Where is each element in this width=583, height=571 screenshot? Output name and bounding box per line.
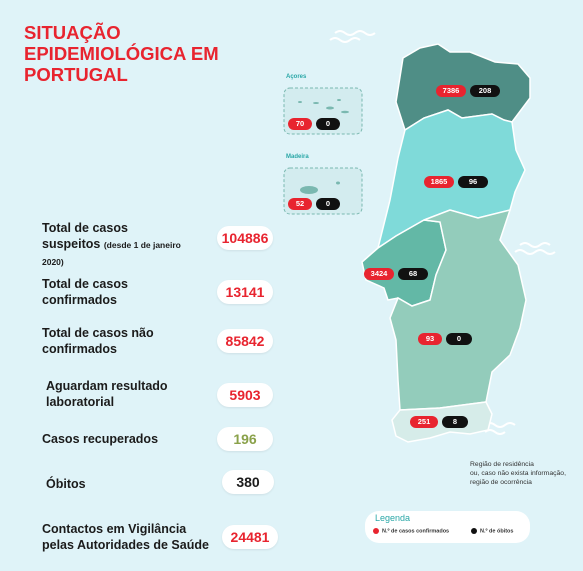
stat-contacts-label: Contactos em Vigilância pelas Autoridade… — [42, 522, 209, 552]
region-note: Região de residência ou, caso não exista… — [470, 461, 566, 486]
stat-recovered-value: 196 — [217, 427, 273, 451]
stat-confirmed-label: Total de casos confirmados — [42, 277, 128, 307]
stat-awaiting-value: 5903 — [217, 383, 273, 407]
stat-deaths-label: Óbitos — [46, 477, 86, 491]
legend-title: Legenda — [375, 513, 411, 523]
island-shapes — [298, 99, 349, 194]
algarve-cases-badge: 251 — [410, 416, 438, 428]
stat-suspected-label: Total de casos suspeitos (desde 1 de jan… — [42, 221, 181, 267]
stat-contacts-value: 24481 — [222, 525, 278, 549]
lvt-cases-badge: 3424 — [364, 268, 394, 280]
norte-cases-badge: 7386 — [436, 85, 466, 97]
madeira-label: Madeira — [286, 154, 309, 160]
acores-deaths-badge: 0 — [316, 118, 340, 130]
centro-deaths-badge: 96 — [458, 176, 488, 188]
black-dot-icon — [471, 528, 477, 534]
centro-cases-badge: 1865 — [424, 176, 454, 188]
madeira-deaths-badge: 0 — [316, 198, 340, 210]
norte-deaths-badge: 208 — [470, 85, 500, 97]
alentejo-cases-badge: 93 — [418, 333, 442, 345]
acores-cases-badge: 70 — [288, 118, 312, 130]
page-title: SITUAÇÃO EPIDEMIOLÓGICA EM PORTUGAL — [24, 22, 219, 85]
legend: Legenda N.º de casos confirmados N.º de … — [365, 511, 530, 543]
stat-confirmed-value: 13141 — [217, 280, 273, 304]
madeira-cases-badge: 52 — [288, 198, 312, 210]
stat-deaths-value: 380 — [222, 470, 274, 494]
acores-label: Açores — [286, 74, 307, 80]
red-dot-icon — [373, 528, 379, 534]
stat-suspected-value: 104886 — [217, 226, 273, 250]
alentejo-deaths-badge: 0 — [446, 333, 472, 345]
lvt-deaths-badge: 68 — [398, 268, 428, 280]
algarve-deaths-badge: 8 — [442, 416, 468, 428]
stat-not-confirmed-label: Total de casos não confirmados — [42, 326, 154, 356]
stat-recovered-label: Casos recuperados — [42, 432, 159, 446]
stat-not-confirmed-value: 85842 — [217, 329, 273, 353]
legend-deaths: N.º de óbitos — [471, 528, 513, 534]
legend-cases: N.º de casos confirmados — [373, 528, 449, 534]
stat-awaiting-label: Aguardam resultado laboratorial — [46, 379, 168, 409]
